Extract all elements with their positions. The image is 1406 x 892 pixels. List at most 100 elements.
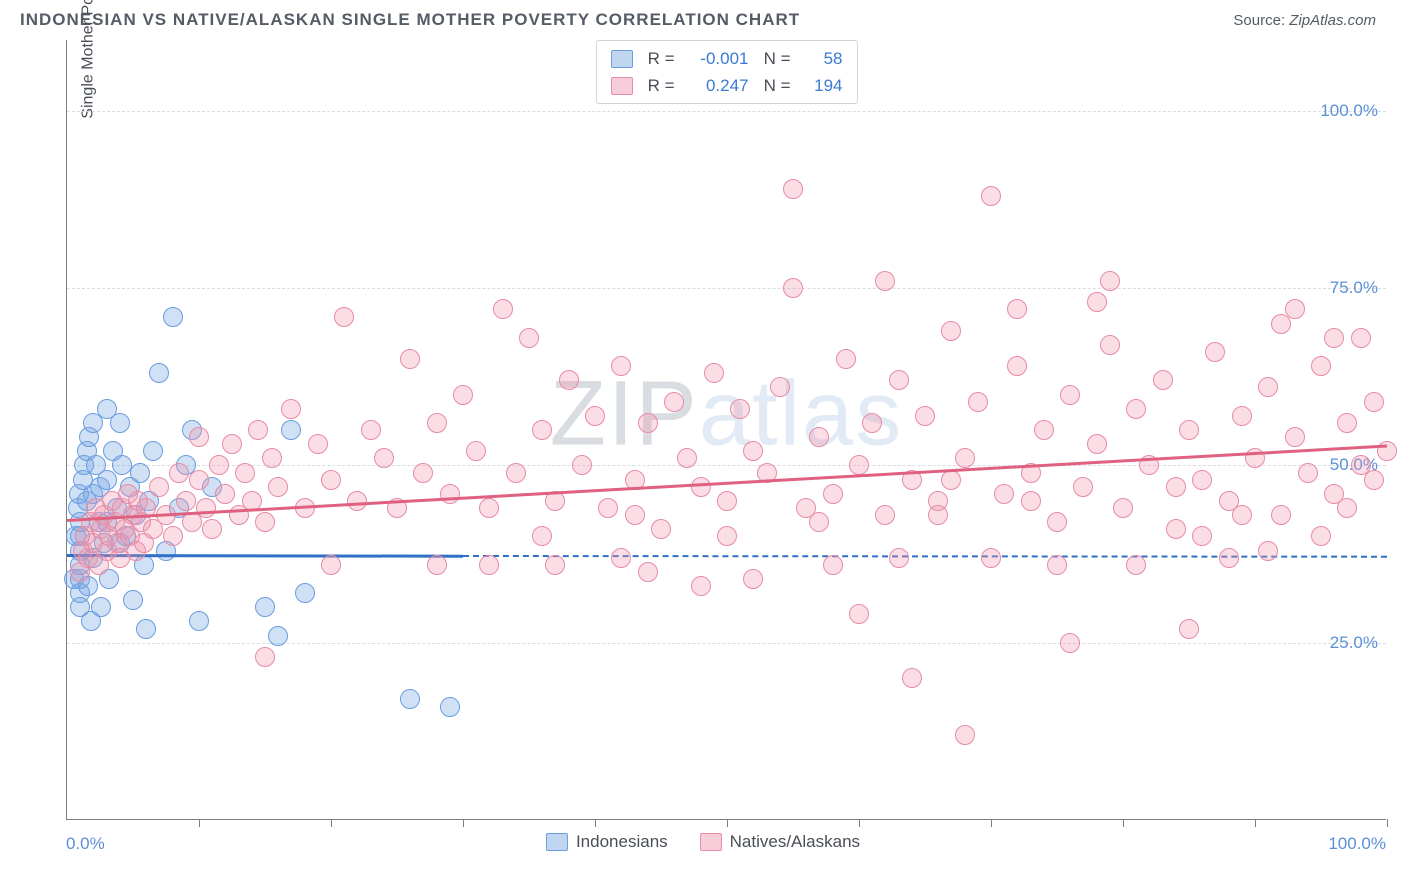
n-value-natives: 194	[801, 72, 843, 99]
x-tick	[463, 819, 464, 827]
r-value-natives: 0.247	[685, 72, 749, 99]
data-point-natives	[1153, 370, 1173, 390]
r-label: R =	[643, 72, 675, 99]
data-point-natives	[625, 505, 645, 525]
data-point-natives	[559, 370, 579, 390]
data-point-natives	[941, 321, 961, 341]
legend-swatch-indonesians	[546, 833, 568, 851]
x-tick	[1123, 819, 1124, 827]
data-point-indonesians	[268, 626, 288, 646]
data-point-natives	[941, 470, 961, 490]
x-axis-min-label: 0.0%	[66, 834, 105, 854]
data-point-natives	[1034, 420, 1054, 440]
n-label: N =	[759, 72, 791, 99]
data-point-natives	[968, 392, 988, 412]
data-point-natives	[717, 526, 737, 546]
data-point-indonesians	[143, 441, 163, 461]
data-point-natives	[149, 477, 169, 497]
data-point-natives	[717, 491, 737, 511]
data-point-natives	[427, 555, 447, 575]
data-point-natives	[1126, 555, 1146, 575]
data-point-natives	[1324, 328, 1344, 348]
legend-item-natives: Natives/Alaskans	[700, 832, 860, 852]
data-point-indonesians	[149, 363, 169, 383]
data-point-natives	[413, 463, 433, 483]
data-point-natives	[361, 420, 381, 440]
source-name: ZipAtlas.com	[1289, 12, 1376, 29]
data-point-natives	[598, 498, 618, 518]
x-tick	[859, 819, 860, 827]
data-point-natives	[1179, 420, 1199, 440]
data-point-natives	[875, 271, 895, 291]
data-point-indonesians	[110, 413, 130, 433]
data-point-natives	[1364, 392, 1384, 412]
legend-item-indonesians: Indonesians	[546, 832, 668, 852]
data-point-natives	[479, 555, 499, 575]
data-point-natives	[506, 463, 526, 483]
data-point-natives	[783, 179, 803, 199]
data-point-natives	[545, 555, 565, 575]
data-point-natives	[1113, 498, 1133, 518]
data-point-natives	[1179, 619, 1199, 639]
data-point-natives	[928, 505, 948, 525]
data-point-natives	[1298, 463, 1318, 483]
data-point-natives	[215, 484, 235, 504]
data-point-natives	[1337, 498, 1357, 518]
data-point-natives	[255, 647, 275, 667]
data-point-natives	[1285, 427, 1305, 447]
data-point-natives	[479, 498, 499, 518]
data-point-indonesians	[123, 590, 143, 610]
swatch-natives	[611, 77, 633, 95]
bottom-legend: Indonesians Natives/Alaskans	[546, 832, 860, 852]
data-point-natives	[334, 307, 354, 327]
data-point-natives	[638, 562, 658, 582]
data-point-indonesians	[295, 583, 315, 603]
data-point-natives	[1219, 548, 1239, 568]
data-point-natives	[849, 455, 869, 475]
y-tick-label: 100.0%	[1320, 101, 1378, 121]
data-point-natives	[770, 377, 790, 397]
x-tick	[199, 819, 200, 827]
data-point-natives	[1285, 299, 1305, 319]
gridline	[67, 643, 1386, 644]
data-point-natives	[281, 399, 301, 419]
data-point-natives	[248, 420, 268, 440]
data-point-natives	[1232, 406, 1252, 426]
data-point-natives	[1021, 491, 1041, 511]
data-point-natives	[611, 356, 631, 376]
data-point-natives	[1364, 470, 1384, 490]
data-point-natives	[955, 725, 975, 745]
data-point-natives	[268, 477, 288, 497]
data-point-natives	[1166, 519, 1186, 539]
data-point-natives	[809, 427, 829, 447]
data-point-natives	[235, 463, 255, 483]
stats-row-natives: R = 0.247 N = 194	[611, 72, 843, 99]
data-point-natives	[532, 526, 552, 546]
data-point-natives	[1007, 299, 1027, 319]
data-point-natives	[493, 299, 513, 319]
data-point-natives	[730, 399, 750, 419]
x-tick	[595, 819, 596, 827]
data-point-natives	[572, 455, 592, 475]
data-point-natives	[915, 406, 935, 426]
data-point-natives	[163, 526, 183, 546]
data-point-natives	[1047, 512, 1067, 532]
data-point-natives	[836, 349, 856, 369]
data-point-natives	[1100, 271, 1120, 291]
x-tick	[331, 819, 332, 827]
data-point-indonesians	[97, 470, 117, 490]
data-point-natives	[196, 498, 216, 518]
plot-area: ZIPatlas R = -0.001 N = 58 R = 0.247 N =…	[66, 40, 1386, 820]
data-point-natives	[255, 512, 275, 532]
n-label: N =	[759, 45, 791, 72]
data-point-natives	[1047, 555, 1067, 575]
data-point-natives	[262, 448, 282, 468]
legend-label-indonesians: Indonesians	[576, 832, 668, 852]
swatch-indonesians	[611, 50, 633, 68]
data-point-natives	[691, 576, 711, 596]
data-point-natives	[823, 555, 843, 575]
data-point-natives	[1232, 505, 1252, 525]
x-tick	[1387, 819, 1388, 827]
data-point-natives	[1087, 292, 1107, 312]
data-point-natives	[849, 604, 869, 624]
